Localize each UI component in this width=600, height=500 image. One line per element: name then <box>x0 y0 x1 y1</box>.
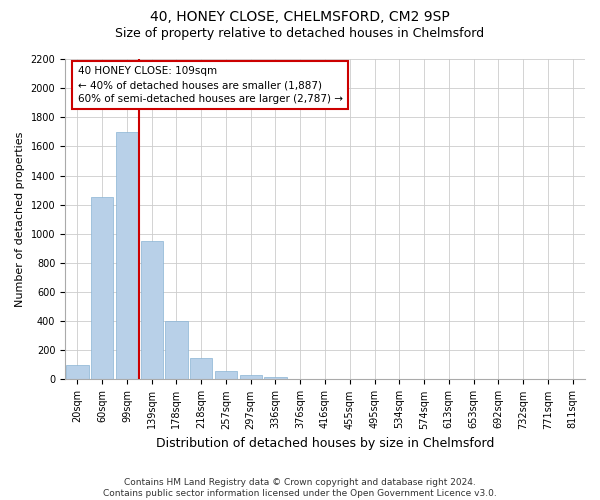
Bar <box>239 375 262 380</box>
Bar <box>265 376 287 380</box>
Y-axis label: Number of detached properties: Number of detached properties <box>15 132 25 307</box>
Bar <box>91 198 113 380</box>
Text: 40, HONEY CLOSE, CHELMSFORD, CM2 9SP: 40, HONEY CLOSE, CHELMSFORD, CM2 9SP <box>150 10 450 24</box>
Bar <box>140 241 163 380</box>
Bar <box>166 321 188 380</box>
Bar <box>66 365 89 380</box>
Text: 40 HONEY CLOSE: 109sqm
← 40% of detached houses are smaller (1,887)
60% of semi-: 40 HONEY CLOSE: 109sqm ← 40% of detached… <box>77 66 343 104</box>
Text: Size of property relative to detached houses in Chelmsford: Size of property relative to detached ho… <box>115 28 485 40</box>
X-axis label: Distribution of detached houses by size in Chelmsford: Distribution of detached houses by size … <box>156 437 494 450</box>
Bar <box>116 132 138 380</box>
Bar <box>190 358 212 380</box>
Text: Contains HM Land Registry data © Crown copyright and database right 2024.
Contai: Contains HM Land Registry data © Crown c… <box>103 478 497 498</box>
Bar <box>215 370 237 380</box>
